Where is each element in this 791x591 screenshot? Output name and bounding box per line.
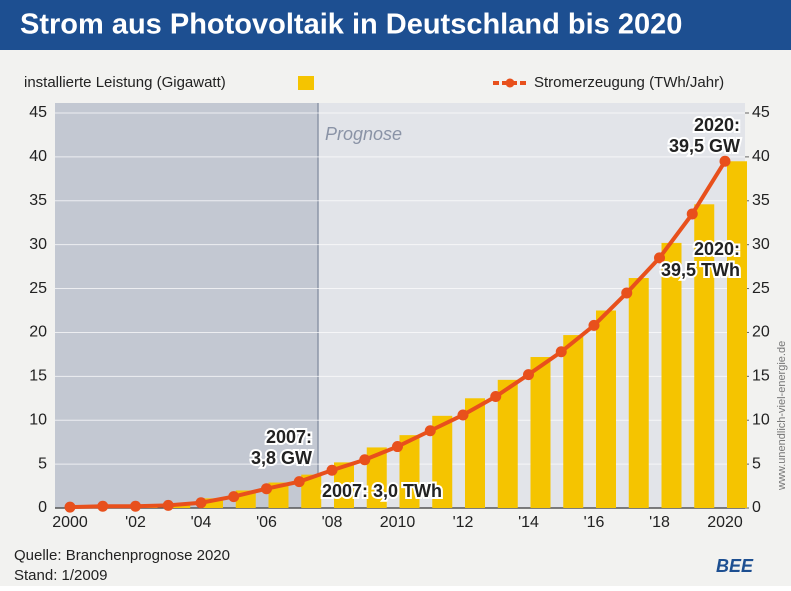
line-point xyxy=(326,464,338,476)
logo: BEE xyxy=(716,556,754,576)
bar xyxy=(727,161,747,508)
y2-tick-label: 0 xyxy=(752,499,761,516)
x-tick-label: '18 xyxy=(649,514,670,531)
bar xyxy=(399,435,420,508)
watermark: www.unendlich-viel-energie.de xyxy=(776,341,788,491)
x-tick-label: 2000 xyxy=(52,514,88,531)
y2-tick-label: 45 xyxy=(752,104,770,121)
line-point xyxy=(621,287,633,299)
bar xyxy=(203,498,223,508)
y2-tick-label: 20 xyxy=(752,324,770,341)
bar xyxy=(432,415,453,508)
x-tick-label: '14 xyxy=(518,514,539,531)
line-point xyxy=(555,346,567,358)
y-tick-label: 35 xyxy=(29,192,47,209)
line-point xyxy=(654,252,665,264)
y2-tick-label: 40 xyxy=(752,148,770,165)
line-point xyxy=(162,499,174,511)
x-tick-label: '08 xyxy=(322,514,343,531)
forecast-label: Prognose xyxy=(325,124,402,144)
legend-swatch xyxy=(298,76,314,90)
x-tick-label: '06 xyxy=(256,514,277,531)
y2-tick-label: 5 xyxy=(752,455,761,472)
line-point xyxy=(64,501,76,513)
y2-tick-label: 10 xyxy=(752,411,770,428)
x-tick-label: '02 xyxy=(125,514,146,531)
annotation: 39,5 TWh xyxy=(661,260,740,280)
annotation: 3,8 GW xyxy=(251,448,312,468)
y-tick-label: 45 xyxy=(29,104,47,121)
y-tick-label: 20 xyxy=(29,324,47,341)
bar xyxy=(628,278,649,508)
y-tick-label: 0 xyxy=(38,499,47,516)
bar xyxy=(596,310,616,508)
y2-tick-label: 35 xyxy=(752,192,770,209)
date: Stand: 1/2009 xyxy=(14,567,107,584)
bar xyxy=(661,242,682,508)
line-point xyxy=(719,155,731,167)
bar xyxy=(301,474,322,508)
x-tick-label: 2010 xyxy=(380,514,416,531)
line-point xyxy=(261,483,272,495)
bar xyxy=(334,462,354,508)
line-point xyxy=(686,208,698,220)
bar xyxy=(694,204,715,509)
bar xyxy=(465,398,485,508)
line-point xyxy=(490,391,502,403)
y-tick-label: 10 xyxy=(29,411,47,428)
y2-tick-label: 15 xyxy=(752,368,770,385)
legend-label: Stromerzeugung (TWh/Jahr) xyxy=(534,74,724,91)
line-point xyxy=(588,319,600,331)
annotation: 2020: xyxy=(694,239,740,259)
x-tick-label: 2020 xyxy=(707,514,743,531)
x-tick-label: '04 xyxy=(191,514,212,531)
line-point xyxy=(228,491,240,503)
line-point xyxy=(424,425,436,437)
y2-tick-label: 30 xyxy=(752,236,770,253)
line-point xyxy=(359,454,371,466)
chart-title: Strom aus Photovoltaik in Deutschland bi… xyxy=(20,9,682,41)
bar xyxy=(366,447,387,508)
annotation: 2007: xyxy=(266,427,312,447)
bar xyxy=(497,379,518,508)
annotation: 2007: 3,0 TWh xyxy=(322,481,442,501)
line-point xyxy=(523,369,534,381)
y2-tick-label: 25 xyxy=(752,280,770,297)
line-point xyxy=(457,409,469,421)
legend-swatch xyxy=(505,78,515,88)
line-point xyxy=(293,476,305,488)
y-tick-label: 15 xyxy=(29,368,47,385)
y-tick-label: 30 xyxy=(29,236,47,253)
x-tick-label: '16 xyxy=(584,514,605,531)
line-point xyxy=(195,497,207,509)
y-tick-label: 5 xyxy=(38,455,47,472)
y-tick-label: 25 xyxy=(29,280,47,297)
legend-label: installierte Leistung (Gigawatt) xyxy=(24,74,226,91)
y-tick-label: 40 xyxy=(29,148,47,165)
source: Quelle: Branchenprognose 2020 xyxy=(14,547,230,564)
line-point xyxy=(130,500,141,512)
annotation: 39,5 GW xyxy=(669,136,740,156)
history-area xyxy=(55,103,318,508)
line-point xyxy=(97,500,109,512)
bar xyxy=(563,335,584,508)
title-bar xyxy=(0,0,791,50)
line-point xyxy=(392,441,403,453)
annotation: 2020: xyxy=(694,115,740,135)
x-tick-label: '12 xyxy=(453,514,474,531)
bar xyxy=(530,357,551,508)
